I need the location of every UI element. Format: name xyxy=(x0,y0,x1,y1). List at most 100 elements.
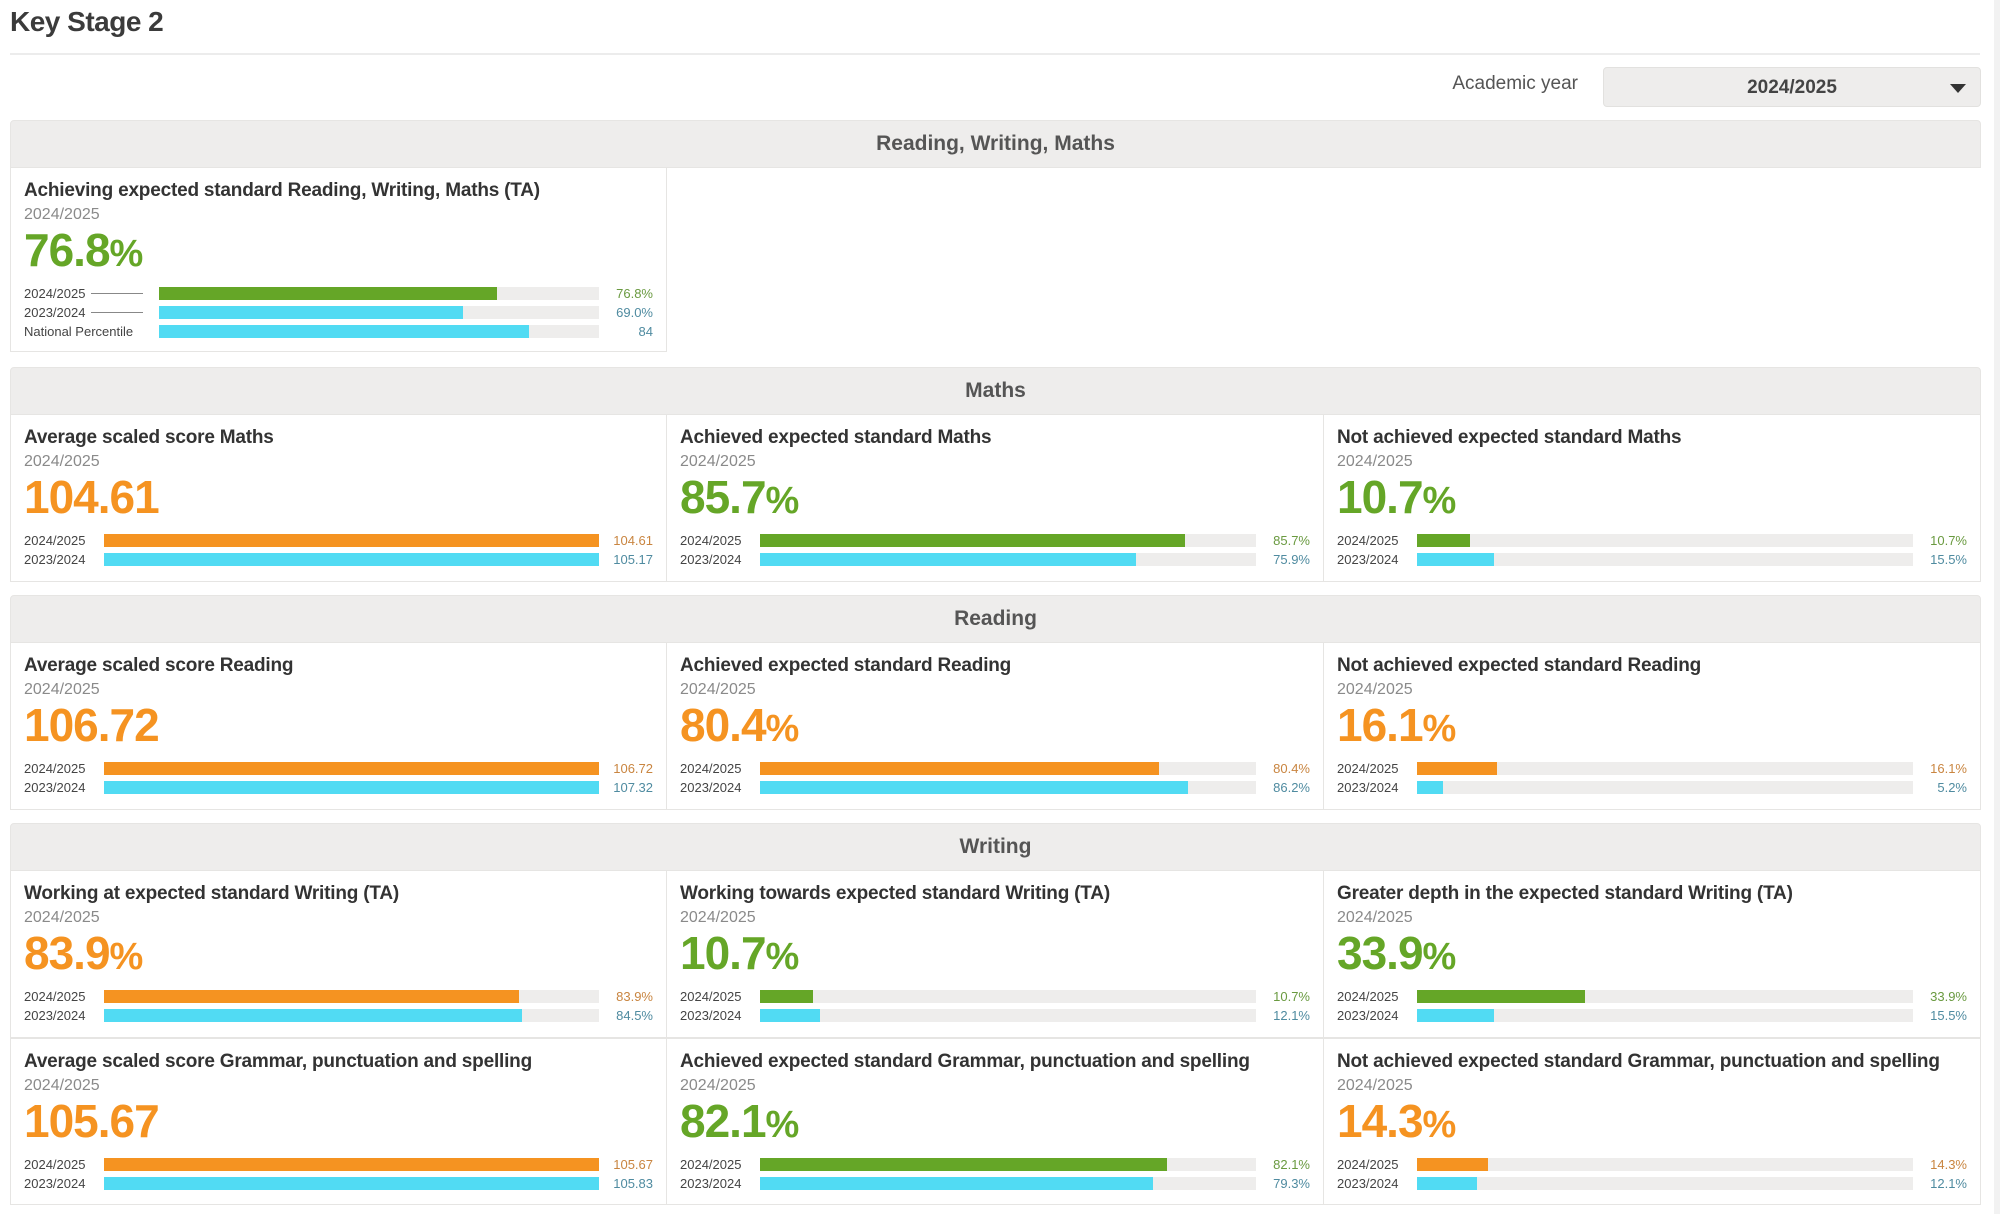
bar-row: 2023/2024 107.32 xyxy=(24,778,653,797)
comparison-bars: 2024/2025 10.7% 2023/2024 12.1% xyxy=(680,987,1310,1025)
metric-year: 2024/2025 xyxy=(680,909,756,926)
page-scrollbar[interactable] xyxy=(1994,0,2000,1214)
academic-year-select[interactable]: 2024/2025 xyxy=(1603,67,1981,107)
bar-label: 2024/2025 xyxy=(24,533,86,548)
bar-label: 2023/2024 xyxy=(1337,552,1399,567)
bar-value: 10.7% xyxy=(1273,989,1310,1004)
metric-value-number: 104.61 xyxy=(24,471,160,523)
section-header: Maths xyxy=(10,367,1981,415)
bar-label: 2024/2025 xyxy=(24,989,86,1004)
bar-row: 2023/2024 12.1% xyxy=(1337,1174,1967,1193)
metric-value: 10.7% xyxy=(1337,473,1967,525)
bar-value: 12.1% xyxy=(1930,1176,1967,1191)
legend-line xyxy=(91,312,144,313)
bar-label: 2024/2025 xyxy=(1337,533,1399,548)
bar-value: 82.1% xyxy=(1273,1157,1310,1172)
metric-value: 82.1% xyxy=(680,1097,1310,1149)
metric-value-unit: % xyxy=(765,936,800,978)
bar-track xyxy=(104,990,599,1003)
bar-row: 2023/2024 105.83 xyxy=(24,1174,653,1193)
metric-title: Working towards expected standard Writin… xyxy=(680,883,1110,904)
bar-value: 107.32 xyxy=(613,780,653,795)
metric-value-unit: % xyxy=(1422,708,1457,750)
bar-label: 2024/2025 xyxy=(1337,1157,1399,1172)
metric-value-number: 10.7 xyxy=(680,927,767,979)
section-reading-writing-maths: Reading, Writing, Maths Achieving expecte… xyxy=(10,120,1981,352)
metric-value-number: 14.3 xyxy=(1337,1095,1424,1147)
bar-label: 2024/2025 xyxy=(24,1157,86,1172)
bar-label: 2023/2024 xyxy=(1337,1008,1399,1023)
metric-title: Achieved expected standard Grammar, punc… xyxy=(680,1051,1250,1072)
legend-line xyxy=(91,293,144,294)
bar-label: 2023/2024 xyxy=(680,1176,742,1191)
bar-row: 2023/2024 15.5% xyxy=(1337,1006,1967,1025)
bar-label: 2023/2024 xyxy=(24,780,86,795)
bar-value: 80.4% xyxy=(1273,761,1310,776)
bar-fill-2024-2025 xyxy=(159,287,497,300)
caret-down-icon xyxy=(1950,84,1966,93)
bar-fill-national-percentile xyxy=(159,325,529,338)
bar-value: 105.17 xyxy=(613,552,653,567)
comparison-bars: 2024/2025 33.9% 2023/2024 15.5% xyxy=(1337,987,1967,1025)
bar-value: 105.83 xyxy=(613,1176,653,1191)
metric-year: 2024/2025 xyxy=(680,453,756,470)
bar-label: 2023/2024 xyxy=(24,1008,86,1023)
bar-fill-2023-2024 xyxy=(1417,553,1494,566)
bar-row: 2024/2025 85.7% xyxy=(680,531,1310,550)
section-header: Reading, Writing, Maths xyxy=(10,120,1981,168)
bar-fill-2023-2024 xyxy=(760,553,1137,566)
bar-fill-2024-2025 xyxy=(760,990,814,1003)
bar-fill-2024-2025 xyxy=(104,1158,599,1171)
bar-row: 2024/2025 33.9% xyxy=(1337,987,1967,1006)
bar-value: 85.7% xyxy=(1273,533,1310,548)
metric-card: Not achieved expected standard Grammar, … xyxy=(1324,1038,1981,1205)
bar-row: 2024/2025 10.7% xyxy=(1337,531,1967,550)
bar-track xyxy=(1417,1009,1913,1022)
metric-card: Achieving expected standard Reading, Wri… xyxy=(10,168,667,352)
bar-track xyxy=(1417,762,1913,775)
comparison-bars: 2024/2025 83.9% 2023/2024 84.5% xyxy=(24,987,653,1025)
academic-year-value: 2024/2025 xyxy=(1747,77,1837,98)
bar-value: 5.2% xyxy=(1937,780,1967,795)
metric-year: 2024/2025 xyxy=(1337,909,1413,926)
bar-fill-2024-2025 xyxy=(760,1158,1168,1171)
metric-value: 76.8% xyxy=(24,226,653,278)
bar-value: 15.5% xyxy=(1930,552,1967,567)
bar-track xyxy=(104,1158,599,1171)
bar-track xyxy=(760,990,1256,1003)
metric-year: 2024/2025 xyxy=(24,453,100,470)
bar-row: 2023/2024 69.0% xyxy=(24,303,653,322)
metric-value: 105.67 xyxy=(24,1097,653,1149)
bar-track xyxy=(104,781,599,794)
comparison-bars: 2024/2025 106.72 2023/2024 107.32 xyxy=(24,759,653,797)
bar-row: 2023/2024 86.2% xyxy=(680,778,1310,797)
bar-label: 2023/2024 xyxy=(24,305,86,320)
metric-title: Working at expected standard Writing (TA… xyxy=(24,883,400,904)
metric-value: 104.61 xyxy=(24,473,653,525)
metric-value: 80.4% xyxy=(680,701,1310,753)
comparison-bars: 2024/2025 82.1% 2023/2024 79.3% xyxy=(680,1155,1310,1193)
bar-value: 105.67 xyxy=(613,1157,653,1172)
bar-label: 2023/2024 xyxy=(1337,780,1399,795)
metric-value-unit: % xyxy=(1422,1104,1457,1146)
bar-track xyxy=(104,553,599,566)
bar-track xyxy=(104,1009,599,1022)
bar-fill-2023-2024 xyxy=(760,1009,821,1022)
bar-value: 79.3% xyxy=(1273,1176,1310,1191)
bar-value: 84 xyxy=(638,324,653,339)
metric-value: 10.7% xyxy=(680,929,1310,981)
comparison-bars: 2024/2025 10.7% 2023/2024 15.5% xyxy=(1337,531,1967,569)
metric-value-number: 85.7 xyxy=(680,471,767,523)
metric-title: Average scaled score Grammar, punctuatio… xyxy=(24,1051,532,1072)
metric-year: 2024/2025 xyxy=(24,206,100,223)
bar-fill-2023-2024 xyxy=(104,1177,599,1190)
metric-row: Average scaled score Reading 2024/2025 106… xyxy=(10,643,1981,810)
bar-value: 16.1% xyxy=(1930,761,1967,776)
metric-title: Not achieved expected standard Grammar, … xyxy=(1337,1051,1940,1072)
comparison-bars: 2024/2025 85.7% 2023/2024 75.9% xyxy=(680,531,1310,569)
bar-track xyxy=(760,534,1256,547)
bar-label: 2024/2025 xyxy=(680,989,742,1004)
bar-label: 2024/2025 xyxy=(680,1157,742,1172)
metric-row: Average scaled score Maths 2024/2025 104.6… xyxy=(10,415,1981,582)
metric-value-number: 80.4 xyxy=(680,699,767,751)
